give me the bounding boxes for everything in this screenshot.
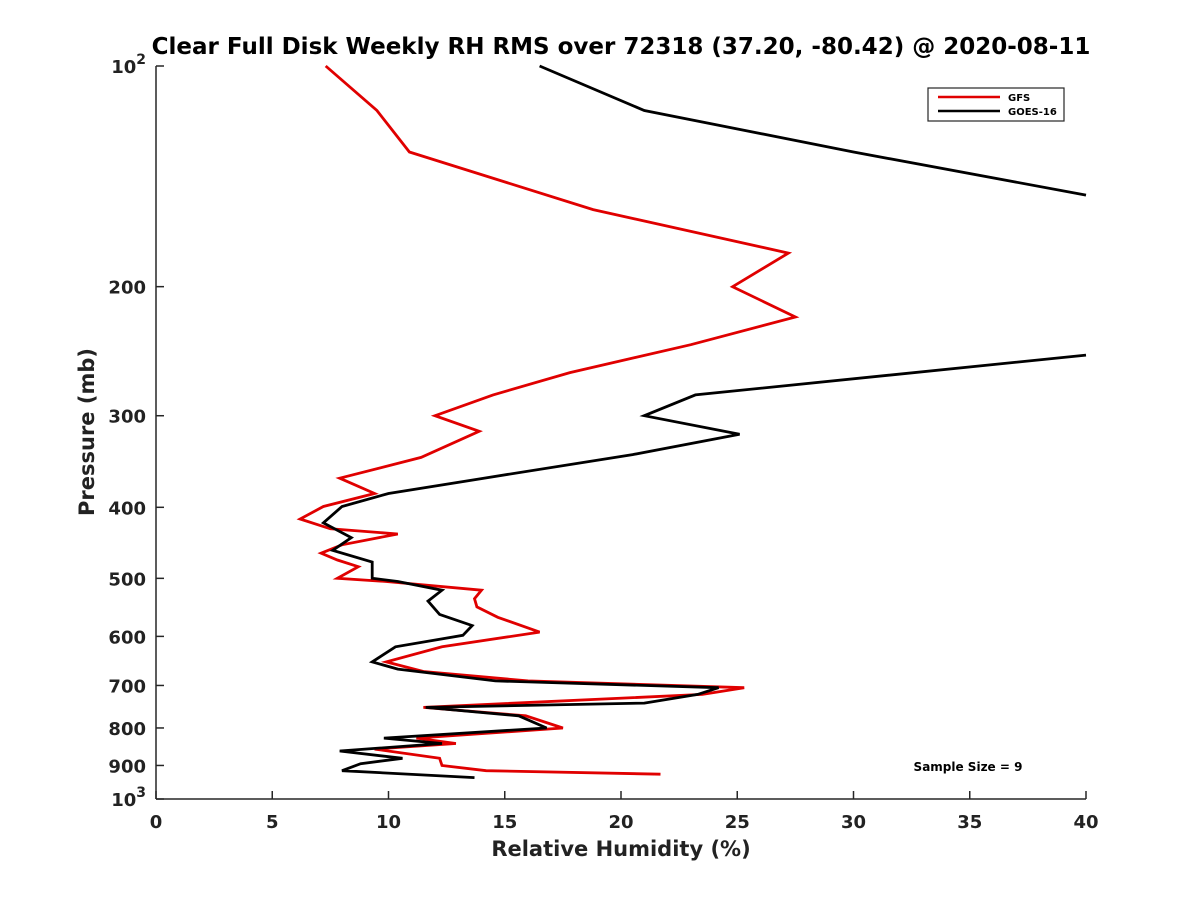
- y-tick-label: 300: [108, 407, 146, 428]
- x-tick-label: 40: [1073, 812, 1098, 833]
- x-ticks: 0 5 10 15 20 25 30 35 40: [150, 791, 1099, 833]
- x-tick-label: 35: [957, 812, 982, 833]
- x-tick-label: 25: [725, 812, 750, 833]
- legend: GFS GOES-16: [927, 87, 1065, 122]
- series-line-goes-16-2: [320, 353, 1087, 779]
- y-tick-label: 200: [108, 278, 146, 299]
- series-lines: [296, 64, 1087, 779]
- y-tick-label: 700: [108, 676, 146, 697]
- x-tick-label: 0: [150, 812, 163, 833]
- x-axis-label: Relative Humidity (%): [491, 837, 750, 861]
- y-tick-label: 800: [108, 719, 146, 740]
- y-axis-label: Pressure (mb): [75, 348, 99, 516]
- legend-box: [927, 87, 1065, 122]
- plot-area-frame: [156, 66, 1086, 799]
- y-tick-label: 400: [108, 498, 146, 519]
- x-tick-label: 15: [492, 812, 517, 833]
- x-tick-label: 30: [841, 812, 866, 833]
- y-tick-label: 500: [108, 569, 146, 590]
- y-tick-label: 900: [108, 756, 146, 777]
- y-tick-label: 103: [111, 785, 146, 811]
- chart-title: Clear Full Disk Weekly RH RMS over 72318…: [152, 34, 1091, 60]
- sample-size-annotation: Sample Size = 9: [914, 760, 1023, 774]
- x-tick-label: 5: [266, 812, 279, 833]
- legend-label-gfs: GFS: [1008, 93, 1030, 104]
- legend-label-goes16: GOES-16: [1008, 107, 1057, 118]
- x-tick-label: 10: [376, 812, 401, 833]
- x-tick-label: 20: [608, 812, 633, 833]
- y-ticks: 102 200 300 400 500 600 700 800 900 103: [108, 52, 164, 811]
- series-line-gfs-0: [296, 64, 800, 776]
- series-line-goes-16-1: [539, 64, 1087, 197]
- y-tick-label: 102: [111, 52, 146, 78]
- y-tick-label: 600: [108, 627, 146, 648]
